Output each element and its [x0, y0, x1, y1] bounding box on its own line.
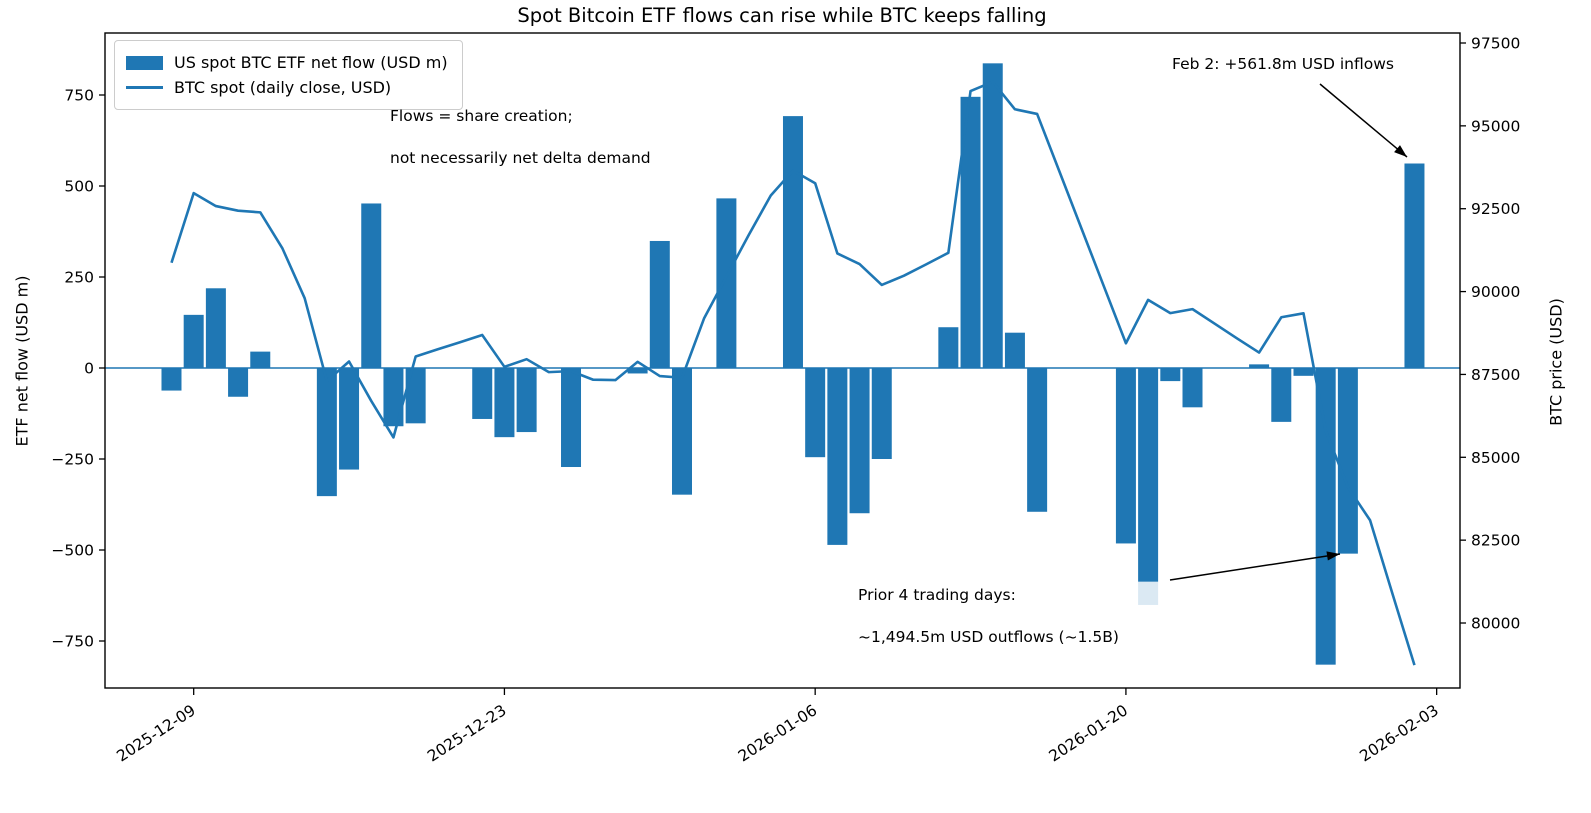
flow-bar-2025-12-12 — [250, 351, 271, 368]
flow-bar-2026-01-15 — [1004, 332, 1025, 368]
flow-bar-2026-01-28 — [1293, 368, 1314, 376]
x-tick-label: 2026-01-20 — [1046, 701, 1131, 765]
flow-bar-2026-01-26 — [1249, 364, 1270, 368]
flow-bar-2026-01-06 — [805, 368, 826, 458]
left-tick-label: −500 — [51, 542, 94, 560]
left-tick-label: 750 — [64, 87, 94, 105]
flow-bar-2025-12-24 — [516, 368, 537, 433]
flow-bar-2026-01-16 — [1027, 368, 1048, 512]
flow-bar-2025-12-08 — [161, 368, 182, 391]
flow-bar-2026-01-21 — [1138, 368, 1159, 582]
flow-bar-2026-02-02 — [1404, 163, 1425, 368]
flow-bar-2025-12-30 — [649, 240, 670, 368]
flow-bar-2025-12-22 — [472, 368, 493, 419]
plot-border — [104, 32, 1461, 689]
flow-bar-2026-01-13 — [960, 96, 981, 368]
flow-bar-2026-01-14 — [982, 63, 1003, 368]
flow-bar-2026-01-12 — [938, 327, 959, 368]
flow-bar-2026-01-29 — [1315, 368, 1336, 665]
prior4-arrow — [1169, 553, 1341, 581]
flow-bar-2026-01-27 — [1271, 368, 1292, 422]
feb2-arrow-head — [1394, 145, 1407, 157]
flow-bar-2025-12-09 — [183, 314, 204, 368]
flow-bar-2026-01-20 — [1115, 368, 1136, 544]
flow-bar-2025-12-19 — [405, 368, 426, 424]
right-tick-label: 80000 — [1471, 615, 1520, 633]
flow-bar-2025-12-18 — [383, 368, 404, 427]
right-tick-label: 85000 — [1471, 449, 1520, 467]
flow-bar-2025-12-29 — [627, 368, 648, 374]
highlight-rect — [1138, 581, 1159, 605]
left-tick-label: 250 — [64, 269, 94, 287]
flow-bar-2025-12-11 — [228, 368, 249, 397]
flow-bar-2026-01-22 — [1160, 368, 1181, 382]
x-tick-label: 2026-01-06 — [735, 701, 820, 765]
flow-bar-2025-12-31 — [671, 368, 692, 495]
left-tick-label: 500 — [64, 178, 94, 196]
flow-bar-2025-12-26 — [561, 368, 582, 468]
right-tick-label: 92500 — [1471, 200, 1520, 218]
flow-bar-2025-12-10 — [205, 288, 226, 368]
right-tick-label: 82500 — [1471, 532, 1520, 550]
feb2-arrow — [1319, 83, 1408, 158]
btc-price-line — [170, 80, 1416, 666]
flow-bar-2025-12-23 — [494, 368, 515, 438]
flow-bar-2026-01-09 — [871, 368, 892, 459]
right-tick-label: 87500 — [1471, 366, 1520, 384]
prior4-arrow-head — [1326, 551, 1340, 561]
flow-bar-2025-12-16 — [339, 368, 360, 470]
flow-bar-2026-01-05 — [782, 116, 803, 368]
x-tick-label: 2025-12-09 — [114, 701, 199, 765]
flow-bar-2026-01-30 — [1337, 368, 1358, 554]
right-tick-label: 97500 — [1471, 35, 1520, 53]
left-tick-label: 0 — [84, 360, 94, 378]
left-tick-label: −750 — [51, 633, 94, 651]
x-tick-label: 2026-02-03 — [1356, 701, 1441, 765]
right-tick-label: 90000 — [1471, 283, 1520, 301]
x-tick-label: 2025-12-23 — [424, 701, 509, 765]
flow-bar-2026-01-23 — [1182, 368, 1203, 408]
right-tick-label: 95000 — [1471, 117, 1520, 135]
left-tick-label: −250 — [51, 451, 94, 469]
flow-bar-2025-12-15 — [316, 368, 337, 497]
flow-bar-2026-01-08 — [849, 368, 870, 514]
flow-bar-2026-01-02 — [716, 198, 737, 368]
flow-bar-2026-01-07 — [827, 368, 848, 545]
flow-bar-2025-12-17 — [361, 203, 382, 368]
